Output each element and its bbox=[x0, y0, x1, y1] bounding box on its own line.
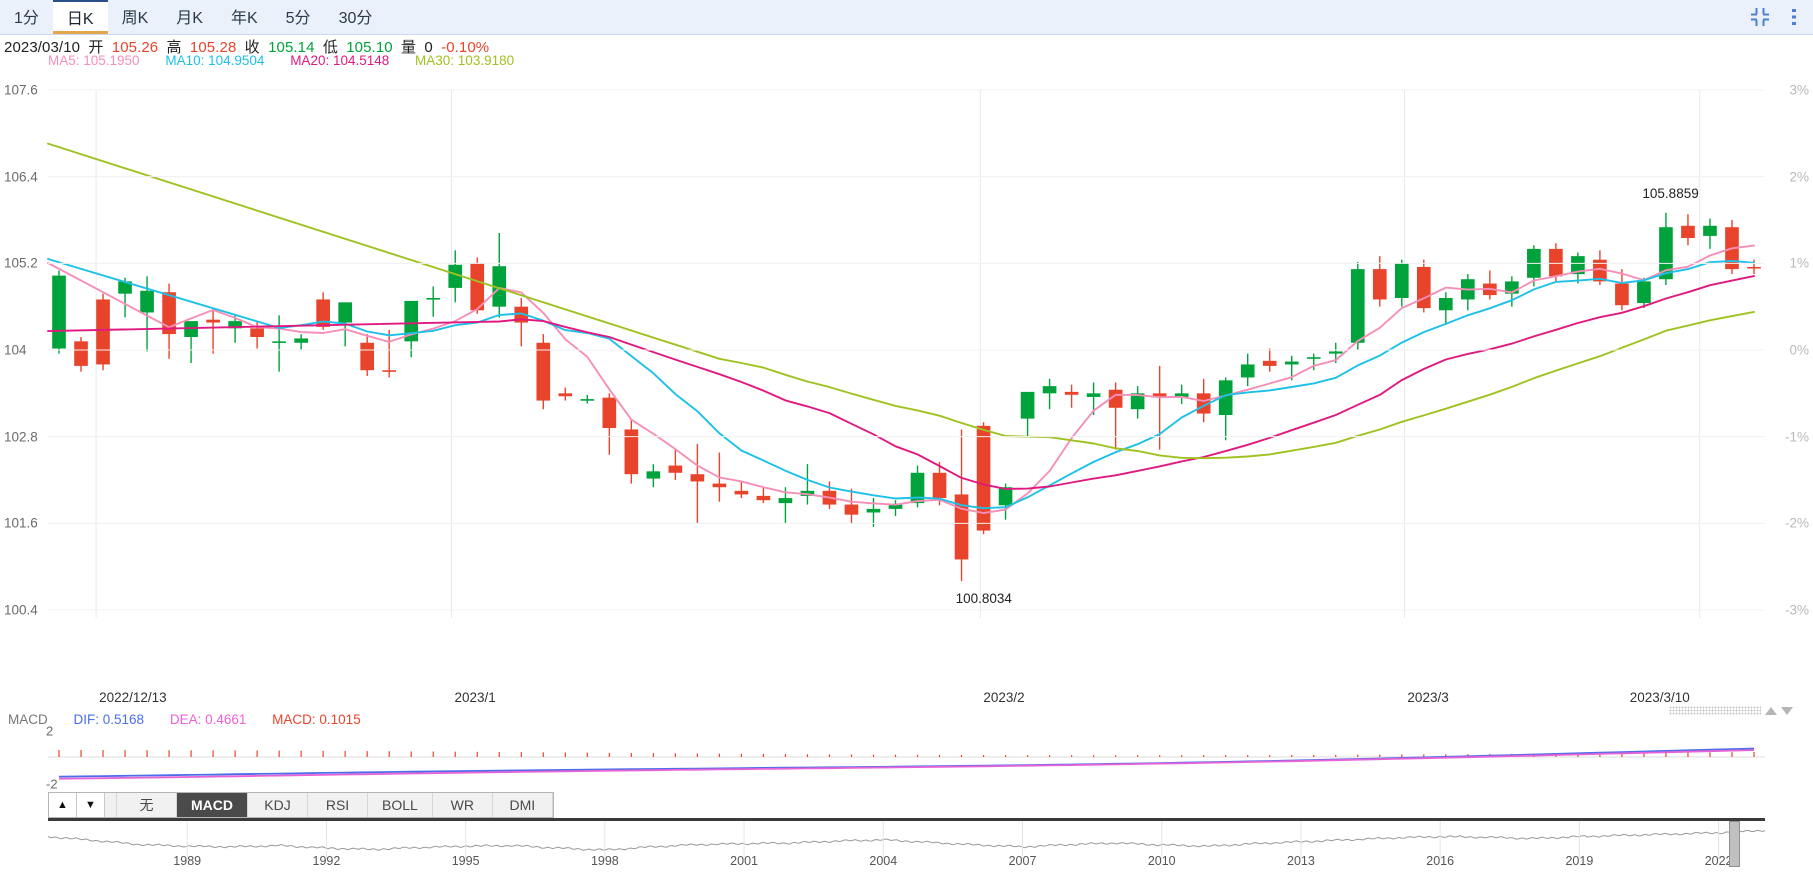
macd-dea-value: DEA: 0.4661 bbox=[169, 712, 247, 727]
price-tick-2: 105.2 bbox=[4, 255, 38, 271]
ma5-legend: MA5: 105.1950 bbox=[48, 53, 140, 68]
indicator-tab-rsi[interactable]: RSI bbox=[308, 793, 368, 817]
ma30-legend: MA30: 103.9180 bbox=[415, 53, 515, 68]
price-tick-6: 100.4 bbox=[4, 602, 38, 618]
ma10-legend: MA10: 104.9504 bbox=[165, 53, 265, 68]
quote-summary: 2023/03/10 开 105.26 高 105.28 收 105.14 低 … bbox=[4, 36, 493, 57]
minimap-range-handle[interactable] bbox=[1729, 821, 1741, 867]
percent-tick-0: 3% bbox=[1789, 82, 1809, 98]
collapse-icon[interactable] bbox=[1749, 6, 1771, 28]
indicator-tab-dmi[interactable]: DMI bbox=[492, 793, 553, 817]
candlestick-plot-area[interactable] bbox=[0, 70, 1813, 695]
price-tick-1: 106.4 bbox=[4, 169, 38, 185]
price-tick-4: 102.8 bbox=[4, 429, 38, 445]
ma20-legend: MA20: 104.5148 bbox=[290, 53, 390, 68]
scroll-up-arrow-icon[interactable] bbox=[1765, 706, 1777, 715]
minimap-year-2010: 2010 bbox=[1147, 854, 1176, 868]
more-vertical-icon[interactable] bbox=[1791, 6, 1797, 28]
macd-title: MACD bbox=[8, 712, 48, 727]
indicator-tab-kdj[interactable]: KDJ bbox=[248, 793, 308, 817]
macd-axis-min: -2 bbox=[46, 776, 58, 792]
minimap-year-2007: 2007 bbox=[1008, 854, 1037, 868]
history-overview-minimap[interactable]: 1989 1992 1995 1998 2001 2004 2007 2010 2013 2016… bbox=[48, 818, 1765, 870]
low-label: 低 bbox=[322, 39, 338, 56]
price-tick-3: 104 bbox=[4, 342, 27, 358]
close-label: 收 bbox=[244, 39, 260, 56]
percent-tick-3: 0% bbox=[1789, 342, 1809, 358]
tab-5min[interactable]: 5分 bbox=[285, 9, 311, 27]
volume-value: 0 bbox=[424, 39, 433, 56]
low-value: 105.10 bbox=[346, 39, 393, 56]
indicator-scroll-up-button[interactable]: ▲ bbox=[49, 793, 77, 817]
toolbar-actions bbox=[1749, 0, 1813, 34]
tab-yearly-k[interactable]: 年K bbox=[230, 9, 258, 27]
macd-chart[interactable] bbox=[0, 726, 1813, 790]
tab-30min[interactable]: 30分 bbox=[338, 9, 373, 27]
high-value: 105.28 bbox=[189, 39, 237, 56]
macd-dif-value: DIF: 0.5168 bbox=[73, 712, 145, 727]
change-percent: -0.10% bbox=[441, 39, 490, 56]
open-value: 105.26 bbox=[111, 39, 159, 56]
percent-tick-5: -2% bbox=[1784, 515, 1809, 531]
minimap-year-2022: 2022 bbox=[1704, 854, 1733, 868]
tab-daily-k[interactable]: 日K bbox=[52, 0, 108, 34]
minimap-plot[interactable] bbox=[48, 821, 1765, 867]
macd-hist-value: MACD: 0.1015 bbox=[272, 712, 361, 727]
indicator-tab-wr[interactable]: WR bbox=[432, 793, 493, 817]
tab-1min[interactable]: 1分 bbox=[14, 9, 39, 27]
percent-tick-2: 1% bbox=[1789, 255, 1809, 271]
scroll-down-arrow-icon[interactable] bbox=[1781, 706, 1793, 715]
indicator-tab-macd[interactable]: MACD bbox=[177, 793, 248, 817]
minimap-year-2019: 2019 bbox=[1565, 854, 1594, 868]
close-value: 105.14 bbox=[268, 39, 315, 56]
volume-label: 量 bbox=[400, 39, 417, 56]
minimap-year-2016: 2016 bbox=[1426, 854, 1455, 868]
date-tick-4: 2023/3/10 bbox=[1629, 690, 1690, 705]
candlestick-chart[interactable]: 107.6 106.4 105.2 104 102.8 101.6 100.4 3% 2% 1%… bbox=[0, 70, 1813, 695]
minimap-year-2001: 2001 bbox=[730, 854, 758, 868]
tab-weekly-k[interactable]: 周K bbox=[121, 9, 149, 27]
price-tick-0: 107.6 bbox=[4, 82, 38, 98]
indicator-tab-strip: ▲ ▼ 无 MACD KDJ RSI BOLL WR DMI bbox=[48, 792, 554, 818]
open-label: 开 bbox=[88, 39, 104, 56]
indicator-scroll-down-button[interactable]: ▼ bbox=[77, 793, 105, 817]
low-price-label: 100.8034 bbox=[955, 590, 1012, 606]
minimap-year-2013: 2013 bbox=[1287, 854, 1315, 868]
minimap-year-1989: 1989 bbox=[173, 854, 202, 868]
date-tick-3: 2023/3 bbox=[1407, 690, 1449, 705]
date-tick-2: 2023/2 bbox=[983, 690, 1025, 705]
minimap-year-1995: 1995 bbox=[451, 854, 480, 868]
indicator-strip-divider bbox=[105, 793, 117, 817]
macd-axis-max: 2 bbox=[46, 723, 54, 739]
horizontal-scroll-hint[interactable] bbox=[1669, 706, 1793, 715]
percent-tick-6: -3% bbox=[1784, 602, 1809, 618]
date-tick-1: 2023/1 bbox=[454, 690, 496, 705]
price-tick-5: 101.6 bbox=[4, 515, 38, 531]
macd-legend: MACD DIF: 0.5168 DEA: 0.4661 MACD: 0.101… bbox=[8, 712, 383, 727]
minimap-year-1992: 1992 bbox=[312, 854, 341, 868]
indicator-tab-boll[interactable]: BOLL bbox=[368, 793, 433, 817]
minimap-year-2004: 2004 bbox=[869, 854, 898, 868]
macd-plot-area[interactable] bbox=[0, 726, 1813, 790]
scroll-dots[interactable] bbox=[1669, 706, 1761, 715]
quote-date: 2023/03/10 bbox=[4, 39, 81, 56]
indicator-tab-none[interactable]: 无 bbox=[117, 793, 177, 817]
percent-tick-4: -1% bbox=[1784, 429, 1809, 445]
high-price-label: 105.8859 bbox=[1642, 185, 1699, 201]
date-tick-0: 2022/12/13 bbox=[99, 690, 167, 705]
tab-monthly-k[interactable]: 月K bbox=[176, 9, 203, 27]
high-label: 高 bbox=[166, 39, 182, 56]
moving-average-legend: MA5: 105.1950 MA10: 104.9504 MA20: 104.5… bbox=[48, 53, 536, 68]
timeframe-tab-bar: 1分 日K 周K 月K 年K 5分 30分 bbox=[0, 0, 1813, 35]
minimap-year-1998: 1998 bbox=[590, 854, 619, 868]
percent-tick-1: 2% bbox=[1789, 169, 1809, 185]
